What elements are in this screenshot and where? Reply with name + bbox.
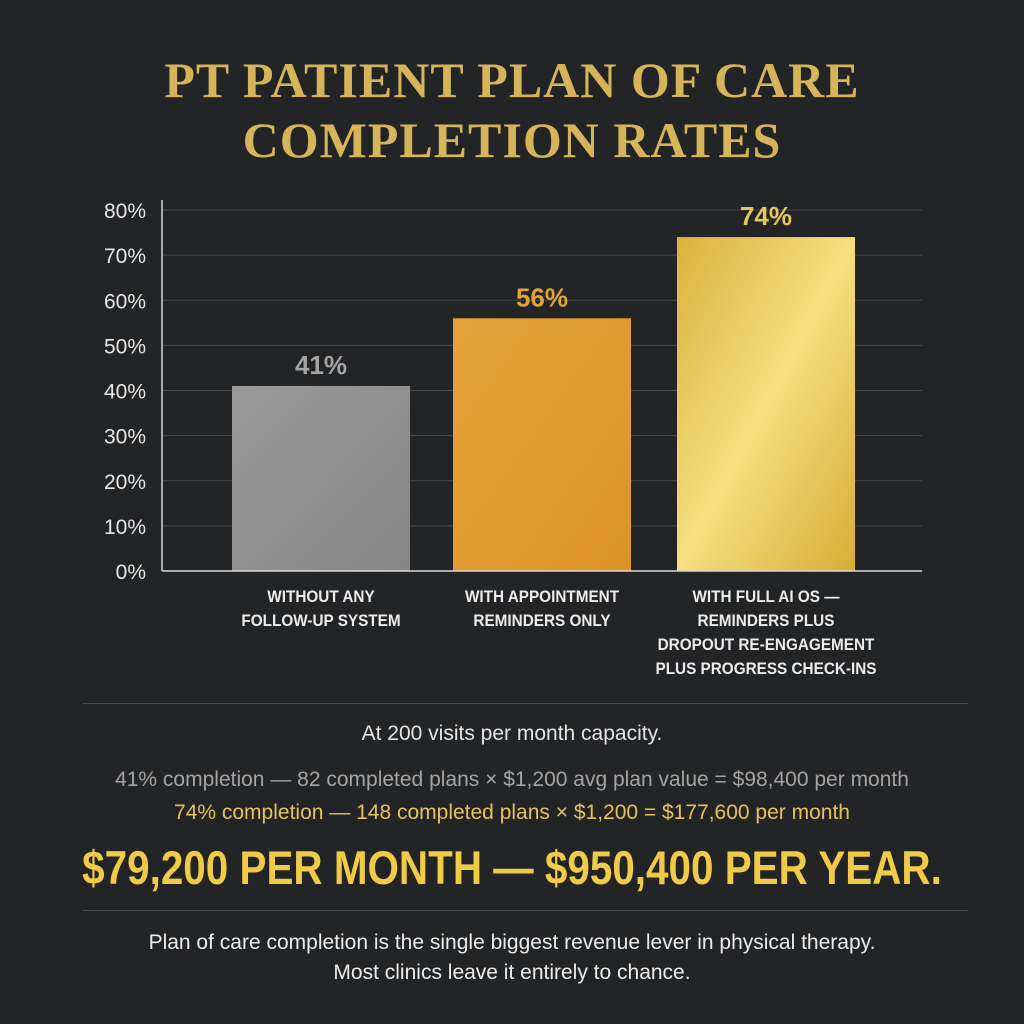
y-tick-label: 20% [104, 471, 146, 494]
bar-value-label: 74% [740, 201, 792, 231]
footer-line-1: Plan of care completion is the single bi… [148, 931, 876, 954]
category-label: WITHOUT ANY FOLLOW-UP SYSTEM [204, 585, 438, 633]
category-label-line: REMINDERS ONLY [473, 611, 611, 630]
category-label-line: REMINDERS PLUS [697, 611, 835, 630]
page-title: PT PATIENT PLAN OF CARE COMPLETION RATES [0, 50, 1024, 170]
title-line-1: PT PATIENT PLAN OF CARE [164, 52, 860, 108]
y-tick-label: 10% [104, 516, 146, 539]
capacity-note: At 200 visits per month capacity. [361, 722, 663, 745]
title-line-2: COMPLETION RATES [242, 112, 782, 168]
bar-value-label: 41% [295, 350, 347, 380]
y-tick-label: 60% [104, 290, 146, 313]
category-label: WITH FULL AI OS — REMINDERS PLUS DROPOUT R… [649, 585, 883, 681]
category-label-line: PLUS PROGRESS CHECK-INS [655, 659, 877, 678]
divider-top [82, 703, 968, 704]
y-tick-label: 40% [104, 381, 146, 404]
footer-line-2: Most clinics leave it entirely to chance… [333, 961, 691, 984]
bar [453, 318, 631, 571]
y-tick-label: 0% [116, 561, 146, 584]
bar-chart: 0% 10% 20% 30% 40% 50% 60% 70% 80% 41% 56% 74% [104, 200, 922, 584]
calc-without-system: 41% completion — 82 completed plans × $1… [115, 768, 909, 791]
category-label-line: DROPOUT RE-ENGAGEMENT [657, 635, 875, 654]
y-tick-label: 30% [104, 426, 146, 449]
y-axis-ticks: 0% 10% 20% 30% 40% 50% 60% 70% 80% [104, 200, 146, 584]
divider-bottom [82, 910, 968, 911]
category-label-line: FOLLOW-UP SYSTEM [241, 611, 401, 630]
category-label-line: WITHOUT ANY [267, 587, 375, 606]
calc-with-ai-os: 74% completion — 148 completed plans × $… [174, 801, 850, 824]
category-label-line: WITH FULL AI OS — [692, 587, 840, 606]
bar-value-label: 56% [516, 282, 568, 312]
bars [232, 237, 855, 571]
y-tick-label: 50% [104, 335, 146, 358]
data-labels: 41% 56% 74% [295, 201, 792, 380]
category-label: WITH APPOINTMENT REMINDERS ONLY [425, 585, 659, 633]
category-label-line: WITH APPOINTMENT [464, 587, 620, 606]
footer-note: Plan of care completion is the single bi… [0, 928, 1024, 988]
bar [232, 385, 410, 571]
y-tick-label: 80% [104, 200, 146, 223]
y-tick-label: 70% [104, 245, 146, 268]
bar [677, 237, 855, 571]
revenue-difference: $79,200 PER MONTH — $950,400 PER YEAR. [82, 841, 942, 894]
